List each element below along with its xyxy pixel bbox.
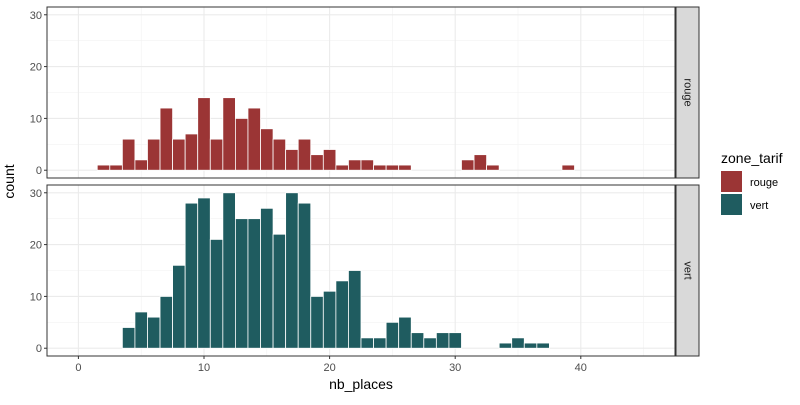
histogram-bar-rouge [184, 133, 199, 171]
histogram-bar-vert [448, 332, 462, 349]
histogram-bar-vert [159, 296, 173, 349]
histogram-bar-rouge [486, 164, 500, 171]
histogram-bar-vert [147, 316, 161, 349]
histogram-bar-vert [134, 311, 148, 349]
histogram-bar-vert [209, 239, 224, 349]
y-tick-label: 0 [36, 343, 42, 355]
panel-border [46, 6, 676, 179]
histogram-bar-rouge [260, 128, 274, 171]
histogram-bar-vert [222, 192, 236, 349]
legend-title: zone_tarif [721, 150, 783, 166]
histogram-bar-rouge [322, 149, 337, 171]
histogram-bar-vert [197, 197, 211, 349]
y-tick-label: 10 [30, 291, 42, 303]
histogram-bar-rouge [335, 164, 349, 171]
histogram-bar-rouge [96, 164, 111, 171]
histogram-bar-vert [335, 280, 349, 349]
x-tick-label: 30 [449, 362, 461, 374]
histogram-bar-vert [172, 264, 186, 349]
x-tick-label: 0 [75, 362, 81, 374]
y-tick-label: 0 [36, 165, 42, 177]
histogram-bar-rouge [234, 118, 249, 171]
histogram-bar-vert [373, 337, 387, 349]
histogram-bar-vert [310, 296, 324, 349]
histogram-bar-rouge [297, 138, 312, 171]
histogram-bar-rouge [348, 159, 362, 171]
x-axis-title: nb_places [329, 376, 393, 392]
legend-label: rouge [750, 177, 778, 189]
histogram-bar-vert [247, 218, 261, 349]
histogram-bar-vert [234, 218, 249, 349]
histogram-bar-vert [435, 332, 450, 349]
histogram-bar-rouge [310, 154, 324, 171]
y-axis-title: count [1, 164, 17, 198]
legend-key-vert [721, 194, 742, 215]
histogram-bar-rouge [398, 164, 412, 171]
histogram-bar-vert [322, 290, 337, 349]
histogram-bar-rouge [134, 159, 148, 171]
x-tick-label: 40 [575, 362, 587, 374]
histogram-bar-rouge [172, 138, 186, 171]
facet-strip-label: rouge [682, 78, 694, 106]
histogram-bar-vert [297, 202, 312, 349]
histogram-bar-vert [260, 207, 274, 349]
legend-key-rouge [721, 171, 742, 192]
histogram-bar-vert [511, 337, 525, 349]
facet-strip [675, 6, 700, 179]
histogram-bar-vert [272, 233, 287, 349]
panel-border [46, 184, 676, 357]
x-tick-label: 20 [323, 362, 335, 374]
histogram-bar-vert [184, 202, 199, 349]
y-tick-label: 20 [30, 62, 42, 74]
y-tick-label: 30 [30, 188, 42, 200]
histogram-bar-vert [423, 337, 437, 349]
histogram-bar-rouge [209, 138, 224, 171]
histogram-bar-rouge [285, 149, 299, 171]
histogram-bar-rouge [461, 159, 475, 171]
histogram-bar-vert [285, 192, 299, 349]
histogram-bar-vert [398, 316, 412, 349]
histogram-bar-vert [498, 342, 513, 349]
histogram-bar-rouge [121, 138, 136, 171]
y-tick-label: 10 [30, 113, 42, 125]
histogram-bar-vert [536, 342, 550, 349]
histogram-bar-rouge [360, 159, 374, 171]
histogram-bar-vert [360, 337, 374, 349]
histogram-bar-vert [410, 332, 425, 349]
histogram-bar-rouge [109, 164, 123, 171]
facet-strip [675, 184, 700, 357]
y-tick-label: 30 [30, 10, 42, 22]
histogram-bar-rouge [561, 164, 575, 171]
histogram-bar-rouge [247, 107, 261, 171]
histogram-bar-rouge [147, 138, 161, 171]
facet-strip-label: vert [682, 261, 694, 279]
y-tick-label: 20 [30, 240, 42, 252]
histogram-bar-rouge [373, 164, 387, 171]
legend-label: vert [750, 200, 768, 212]
histogram-bar-rouge [272, 138, 287, 171]
x-tick-label: 10 [198, 362, 210, 374]
histogram-bar-rouge [385, 164, 400, 171]
histogram-bar-rouge [159, 107, 173, 171]
histogram-bar-rouge [197, 97, 211, 171]
histogram-bar-vert [121, 327, 136, 349]
histogram-bar-rouge [222, 97, 236, 171]
histogram-bar-vert [523, 342, 538, 349]
histogram-bar-vert [348, 270, 362, 349]
histogram-bar-rouge [473, 154, 488, 171]
histogram-bar-vert [385, 321, 400, 349]
